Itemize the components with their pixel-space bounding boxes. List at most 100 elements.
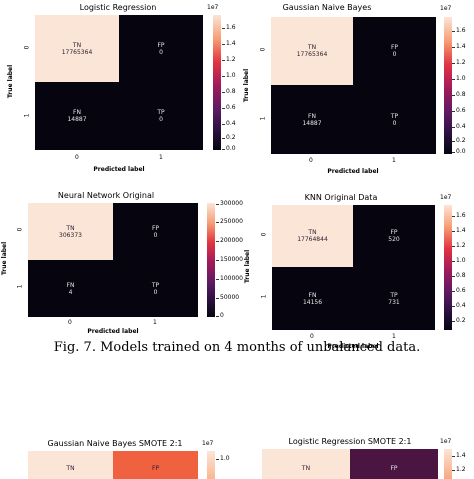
- heatmap-grid: TN FP: [28, 451, 198, 479]
- y-tick: 0: [260, 232, 268, 237]
- cell-label: FP: [390, 229, 398, 236]
- cell-value: 0: [392, 51, 397, 58]
- colorbar-tick: 50000: [215, 294, 240, 301]
- cell-value: 14887: [302, 119, 322, 127]
- x-tick: 0: [309, 157, 313, 164]
- cell-tn: TN 17764844: [272, 205, 353, 267]
- colorbar-tick: 0.2: [452, 317, 466, 324]
- colorbar-tick: 1.6: [452, 27, 466, 34]
- cell-value: 306373: [59, 231, 82, 239]
- x-tick: 1: [159, 154, 163, 161]
- cell-label: TP: [157, 109, 165, 116]
- colorbar-tick: 200000: [216, 237, 243, 244]
- colorbar-tick: 0.4: [222, 120, 236, 127]
- cell-tp: TP 0: [113, 260, 198, 317]
- cell-fn: FN 14156: [272, 267, 353, 330]
- cell-tn: TN: [262, 449, 350, 479]
- heatmap-grid: TN 306373 FP 0 FN 4 TP 0: [28, 203, 198, 317]
- colorbar-tick: 0.6: [452, 107, 466, 114]
- chart-title: Neural Network Original: [57, 191, 155, 200]
- colorbar-exponent: 1e7: [440, 5, 452, 12]
- colorbar-tick: 1.4: [452, 227, 466, 234]
- colorbar-tick: 1.4: [452, 43, 466, 50]
- colorbar-tick: 1.0: [452, 257, 466, 264]
- cell-label: TP: [390, 291, 398, 299]
- colorbar-tick: 0.8: [452, 91, 466, 98]
- x-tick: 0: [75, 154, 79, 161]
- cell-value: 17764844: [297, 236, 328, 243]
- x-tick: 1: [153, 319, 157, 326]
- cell-tp: TP 731: [353, 267, 435, 330]
- chart-title: Gaussian Naive Bayes: [282, 3, 372, 12]
- cell-label: FP: [390, 465, 398, 472]
- x-axis-label: Predicted label: [327, 343, 379, 350]
- colorbar: [444, 449, 452, 479]
- y-tick: 0: [16, 227, 24, 232]
- colorbar-tick: 0.4: [452, 302, 466, 309]
- cell-tp: TP 0: [119, 82, 203, 150]
- cell-label: TP: [390, 112, 399, 120]
- cell-value: 14156: [302, 298, 323, 306]
- cell-fp: FP: [113, 451, 198, 479]
- cell-value: 0: [159, 48, 163, 56]
- cell-fn: FN 14887: [35, 82, 119, 150]
- y-tick: 1: [260, 294, 268, 299]
- colorbar-tick: 1.2: [452, 242, 466, 249]
- cell-label: FN: [73, 109, 81, 116]
- cell-fp: FP 0: [119, 15, 203, 82]
- heatmap-grid: TN 17764844 FP 520 FN 14156 TP 731: [272, 205, 435, 330]
- y-axis-label: True label: [244, 249, 252, 284]
- y-tick: 1: [16, 284, 24, 289]
- colorbar-tick: 1.4: [222, 40, 236, 47]
- cell-value: 520: [388, 236, 400, 243]
- y-tick: 0: [259, 47, 267, 52]
- colorbar-tick: 1.6: [452, 212, 466, 219]
- cell-fp: FP 0: [113, 203, 198, 260]
- colorbar-tick: 1.6: [222, 24, 236, 31]
- cell-tp: TP 0: [353, 85, 436, 154]
- colorbar-tick: 0.6: [222, 104, 236, 111]
- x-tick: 0: [310, 333, 314, 340]
- chart-title: Logistic Regression SMOTE 2:1: [288, 437, 412, 446]
- colorbar-tick: 1.4: [452, 452, 466, 459]
- cell-value: 0: [153, 231, 158, 239]
- cell-fp: FP 520: [353, 205, 435, 267]
- colorbar: [444, 205, 452, 330]
- cell-label: TN: [66, 224, 75, 232]
- cell-label: FP: [390, 44, 399, 51]
- heatmap-grid: TN FP: [262, 449, 438, 479]
- figure-caption: Fig. 7. Models trained on 4 months of un…: [53, 340, 421, 355]
- colorbar-tick: 0: [216, 312, 224, 319]
- cell-value: 14887: [67, 116, 87, 123]
- colorbar-tick: 300000: [216, 200, 243, 207]
- colorbar-tick: 1.2: [222, 56, 236, 63]
- cell-label: TN: [72, 41, 82, 49]
- chart-title: Logistic Regression: [79, 3, 157, 12]
- y-axis-label: True label: [243, 68, 251, 103]
- x-tick: 1: [392, 157, 396, 164]
- cell-fp: FP: [350, 449, 438, 479]
- cell-fn: FN 4: [28, 260, 113, 317]
- x-axis-label: Predicted label: [93, 166, 145, 173]
- y-tick: 0: [23, 45, 31, 50]
- cell-value: 731: [388, 298, 400, 306]
- y-tick: 1: [259, 116, 267, 121]
- colorbar: [207, 203, 215, 317]
- cell-label: TP: [151, 281, 160, 289]
- cell-label: TN: [307, 44, 317, 51]
- colorbar: [444, 17, 452, 154]
- colorbar-tick: 0.6: [452, 287, 466, 294]
- colorbar: [207, 451, 215, 479]
- colorbar-tick: 1.2: [452, 59, 466, 66]
- cell-fn: FN 14887: [271, 85, 353, 154]
- colorbar-tick: 1.0: [216, 455, 230, 462]
- colorbar-tick: 0.0: [452, 148, 466, 155]
- x-tick: 1: [392, 333, 396, 340]
- x-axis-label: Predicted label: [327, 168, 379, 175]
- cell-label: FN: [66, 281, 75, 289]
- colorbar-tick: 1.0: [222, 72, 236, 79]
- colorbar-tick: 100000: [216, 275, 243, 282]
- chart-title: Gaussian Naive Bayes SMOTE 2:1: [47, 439, 183, 448]
- colorbar-tick: 250000: [216, 218, 243, 225]
- cell-value: 4: [68, 288, 73, 296]
